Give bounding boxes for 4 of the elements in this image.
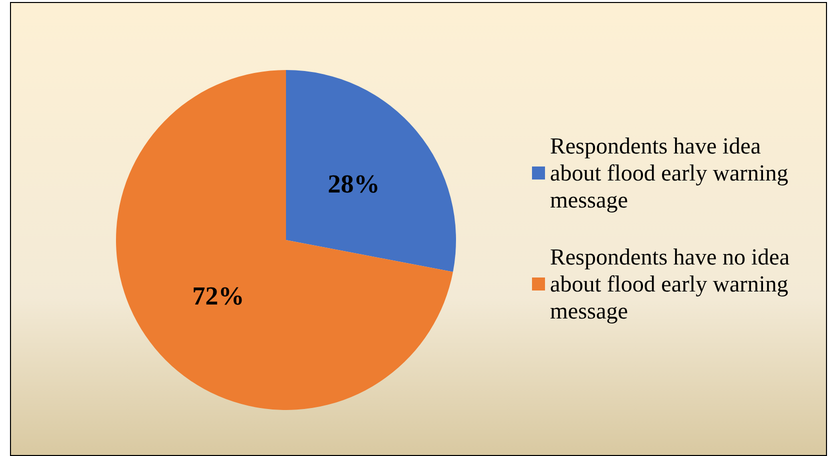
data-label: 28% (328, 169, 380, 198)
legend-label: Respondents have no idea about flood early warning message (550, 244, 796, 324)
legend-label: Respondents have idea about flood early warning message (550, 134, 794, 212)
data-label: 72% (192, 282, 244, 311)
